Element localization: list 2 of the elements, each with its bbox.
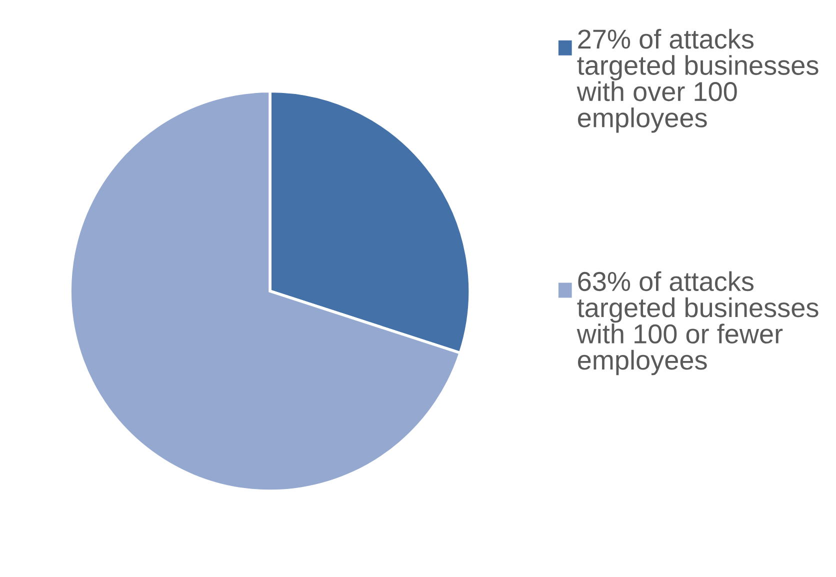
legend-label: 27% of attacks targeted businesses with over 100 employees [576,28,818,133]
legend-label: 63% of attacks targeted businesses with 100 or fewer employees [576,271,818,376]
